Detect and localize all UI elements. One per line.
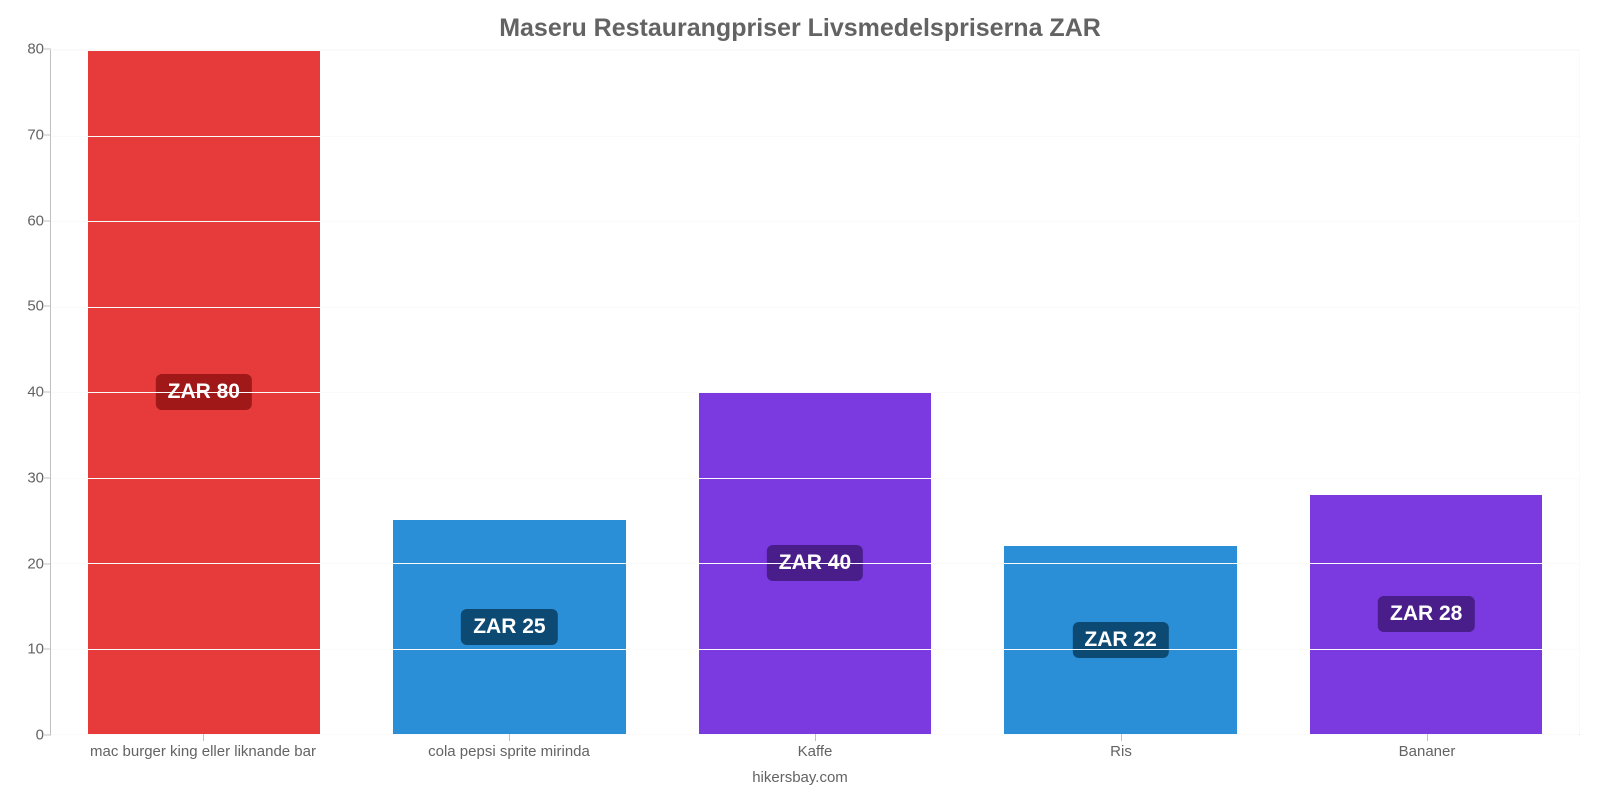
x-tick: Kaffe (662, 735, 968, 759)
x-tick-label: Kaffe (798, 743, 833, 760)
x-tick: Ris (968, 735, 1274, 759)
x-tick-label: cola pepsi sprite mirinda (428, 743, 590, 760)
y-axis: 01020304050607080 (0, 49, 50, 735)
grid-line (51, 136, 1579, 137)
x-tick-mark (509, 734, 510, 741)
right-padding (1580, 49, 1600, 735)
x-tick-label: Ris (1110, 743, 1132, 760)
value-badge: ZAR 28 (1378, 596, 1474, 632)
grid-line (51, 392, 1579, 393)
grid-line (51, 50, 1579, 51)
grid-line (51, 221, 1579, 222)
x-tick-mark (1121, 734, 1122, 741)
grid-line (51, 563, 1579, 564)
y-tick-label: 10 (27, 641, 44, 658)
y-tick-label: 60 (27, 212, 44, 229)
grid-line (51, 307, 1579, 308)
grid-line (51, 649, 1579, 650)
plot-area: ZAR 80ZAR 25ZAR 40ZAR 22ZAR 28 (50, 49, 1580, 735)
y-tick-label: 40 (27, 384, 44, 401)
x-tick-label: mac burger king eller liknande bar (90, 743, 316, 760)
y-tick-label: 70 (27, 126, 44, 143)
y-tick-label: 20 (27, 555, 44, 572)
x-axis: mac burger king eller liknande bar cola p… (50, 735, 1580, 759)
value-badge: ZAR 22 (1072, 622, 1168, 658)
x-tick-label: Bananer (1399, 743, 1456, 760)
plot-outer: 01020304050607080 ZAR 80ZAR 25ZAR 40ZAR … (0, 49, 1600, 735)
x-tick: cola pepsi sprite mirinda (356, 735, 662, 759)
chart-footer: hikersbay.com (0, 759, 1600, 800)
x-tick-mark (1427, 734, 1428, 741)
x-tick-mark (203, 734, 204, 741)
x-tick: Bananer (1274, 735, 1580, 759)
x-tick: mac burger king eller liknande bar (50, 735, 356, 759)
grid-line (51, 478, 1579, 479)
x-tick-mark (815, 734, 816, 741)
y-tick-label: 30 (27, 469, 44, 486)
y-tick-label: 80 (27, 41, 44, 58)
value-badge: ZAR 25 (461, 609, 557, 645)
y-tick-label: 50 (27, 298, 44, 315)
y-tick-label: 0 (36, 727, 44, 744)
price-bar-chart: Maseru Restaurangpriser Livsmedelspriser… (0, 0, 1600, 800)
chart-title: Maseru Restaurangpriser Livsmedelspriser… (0, 0, 1600, 49)
